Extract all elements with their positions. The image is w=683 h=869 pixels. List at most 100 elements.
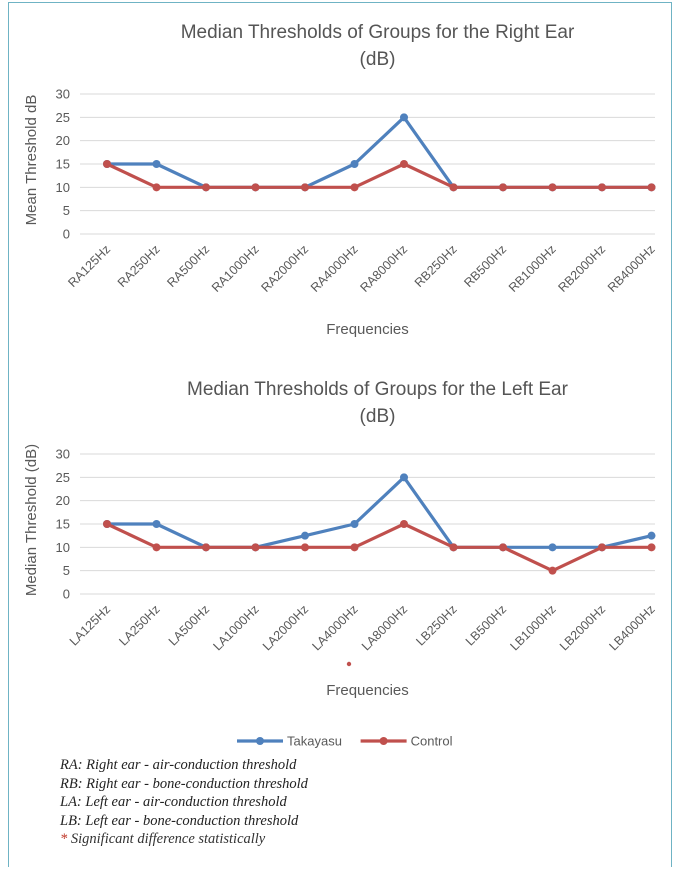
data-point-takayasu — [400, 473, 408, 482]
data-point-takayasu — [152, 520, 161, 528]
data-point-control — [598, 183, 606, 192]
y-tick-label: 15 — [56, 157, 70, 172]
data-point-control — [301, 183, 309, 192]
legend-label-takayasu: Takayasu — [287, 734, 342, 749]
data-point-takayasu — [152, 160, 161, 168]
left-ear-chart: Median Thresholds of Groups for the Left… — [23, 379, 658, 699]
data-point-control — [449, 183, 458, 192]
y-tick-label: 0 — [63, 587, 70, 602]
y-tick-label: 10 — [56, 180, 70, 195]
data-point-control — [202, 543, 210, 552]
data-point-takayasu — [400, 113, 408, 122]
note-rb: RB: Right ear - bone-conduction threshol… — [60, 775, 308, 792]
x-tick-label: LA125Hz — [67, 602, 113, 648]
data-point-control — [251, 183, 260, 192]
x-tick-label: LA1000Hz — [210, 602, 261, 653]
y-tick-label: 25 — [56, 470, 70, 485]
data-point-control — [598, 543, 606, 552]
note-significance: * Significant difference statistically — [60, 830, 480, 849]
y-axis-label: Mean Threshold dB — [23, 95, 40, 226]
y-tick-label: 5 — [63, 563, 70, 578]
x-tick-label: RB2000Hz — [555, 242, 608, 295]
chart-subtitle: (dB) — [360, 49, 396, 70]
x-tick-label: LB2000Hz — [557, 602, 608, 653]
chart-title: Median Thresholds of Groups for the Righ… — [181, 22, 575, 43]
series-line-control — [105, 522, 654, 573]
data-point-control — [548, 566, 557, 575]
data-point-control — [251, 543, 260, 552]
data-point-control — [400, 520, 408, 528]
chart-legend: Takayasu Control — [237, 734, 453, 749]
x-tick-label: LB250Hz — [413, 602, 459, 648]
data-point-control — [499, 183, 507, 192]
data-point-control — [548, 183, 557, 192]
data-point-control — [152, 543, 161, 552]
y-tick-label: 25 — [56, 110, 70, 125]
data-point-control — [152, 183, 161, 192]
legend-marker-control — [379, 737, 388, 745]
data-point-control — [202, 183, 210, 192]
y-tick-label: 15 — [56, 517, 70, 532]
y-tick-label: 5 — [63, 203, 70, 218]
right-ear-chart: Median Thresholds of Groups for the Righ… — [23, 22, 658, 338]
chart-title: Median Thresholds of Groups for the Left… — [187, 379, 569, 400]
data-point-control — [647, 183, 656, 192]
x-tick-label: LA8000Hz — [359, 602, 410, 653]
x-tick-label: RB250Hz — [412, 242, 460, 290]
data-point-takayasu — [301, 531, 309, 540]
x-tick-label: RA1000Hz — [209, 242, 262, 295]
x-tick-label: RA500Hz — [164, 242, 212, 290]
y-tick-label: 10 — [56, 540, 70, 555]
x-tick-label: RB4000Hz — [605, 242, 658, 295]
y-tick-label: 30 — [56, 87, 70, 102]
y-tick-label: 20 — [56, 133, 70, 148]
x-axis-label: Frequencies — [326, 321, 409, 338]
figure-frame — [8, 2, 672, 867]
legend-label-control: Control — [411, 734, 453, 749]
series-line-takayasu — [105, 475, 654, 549]
data-point-takayasu — [548, 543, 557, 552]
x-tick-label: LA250Hz — [116, 602, 162, 648]
x-tick-label: LB1000Hz — [507, 602, 558, 653]
data-point-control — [647, 543, 656, 552]
x-tick-label: RA2000Hz — [258, 242, 311, 295]
y-tick-label: 0 — [63, 227, 70, 242]
x-tick-label: RA4000Hz — [308, 242, 361, 295]
data-point-takayasu — [350, 160, 359, 168]
data-point-control — [350, 183, 359, 192]
x-tick-label: LA4000Hz — [309, 602, 360, 653]
x-tick-label: LB500Hz — [463, 602, 509, 648]
chart-subtitle: (dB) — [360, 406, 396, 427]
y-axis-label: Median Threshold (dB) — [23, 444, 40, 596]
data-point-control — [301, 543, 309, 552]
significance-star: * — [60, 831, 68, 847]
legend-marker-takayasu — [256, 737, 264, 745]
significance-text: Significant difference statistically — [67, 831, 266, 847]
data-point-takayasu — [350, 520, 359, 528]
x-tick-label: LA2000Hz — [260, 602, 311, 653]
abbreviation-notes: RA: Right ear - air-conduction threshold… — [60, 756, 480, 849]
y-tick-label: 30 — [56, 447, 70, 462]
x-tick-label: RA8000Hz — [357, 242, 410, 295]
x-tick-label: RA125Hz — [65, 242, 113, 290]
data-point-control — [350, 543, 359, 552]
x-tick-label: LB4000Hz — [606, 602, 657, 653]
note-lb: LB: Left ear - bone-conduction threshold — [60, 812, 299, 829]
x-axis-label: Frequencies — [326, 682, 409, 699]
data-point-control — [400, 160, 408, 168]
note-la: LA: Left ear - air-conduction threshold — [60, 794, 287, 810]
data-point-control — [449, 543, 458, 552]
x-tick-label: RB500Hz — [461, 242, 509, 290]
x-tick-label: RB1000Hz — [506, 242, 559, 295]
significance-marker — [346, 661, 352, 667]
note-ra: RA: Right ear - air-conduction threshold — [60, 757, 297, 773]
data-point-control — [499, 543, 507, 552]
data-point-takayasu — [647, 531, 656, 540]
y-tick-label: 20 — [56, 493, 70, 508]
data-point-control — [103, 520, 111, 528]
x-tick-label: RA250Hz — [115, 242, 163, 290]
series-line-control — [105, 162, 654, 189]
x-tick-label: LA500Hz — [166, 602, 212, 648]
data-point-control — [103, 160, 111, 168]
